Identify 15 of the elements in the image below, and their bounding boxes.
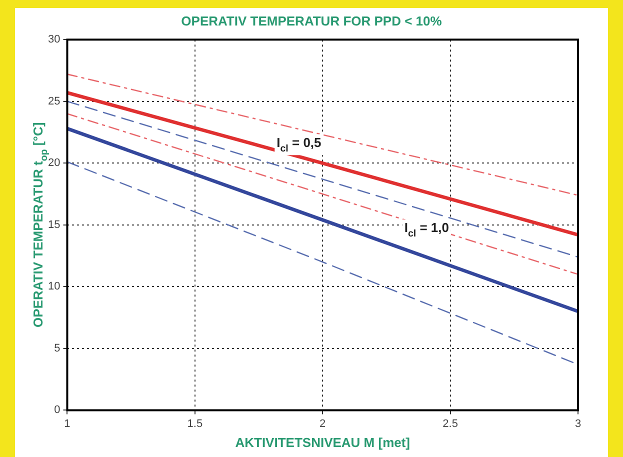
chart-title: OPERATIV TEMPERATUR FOR PPD < 10% <box>181 13 442 28</box>
x-tick-label: 2.5 <box>442 418 458 430</box>
y-tick-label: 15 <box>48 218 60 231</box>
y-tick-label: 30 <box>48 34 60 46</box>
y-tick-label: 25 <box>48 95 60 108</box>
y-tick-label: 5 <box>54 342 60 354</box>
x-tick-label: 1.5 <box>187 418 203 430</box>
x-axis-title: AKTIVITETSNIVEAU M [met] <box>235 434 410 450</box>
y-tick-label: 0 <box>54 404 60 416</box>
y-tick-label: 10 <box>48 280 60 293</box>
y-axis-title: OPERATIV TEMPERATUR top [°C] <box>30 122 50 328</box>
x-tick-label: 3 <box>574 418 582 430</box>
x-tick-label: 1 <box>64 418 70 430</box>
y-tick-label: 20 <box>48 157 60 170</box>
x-tick-label: 2 <box>320 418 326 430</box>
